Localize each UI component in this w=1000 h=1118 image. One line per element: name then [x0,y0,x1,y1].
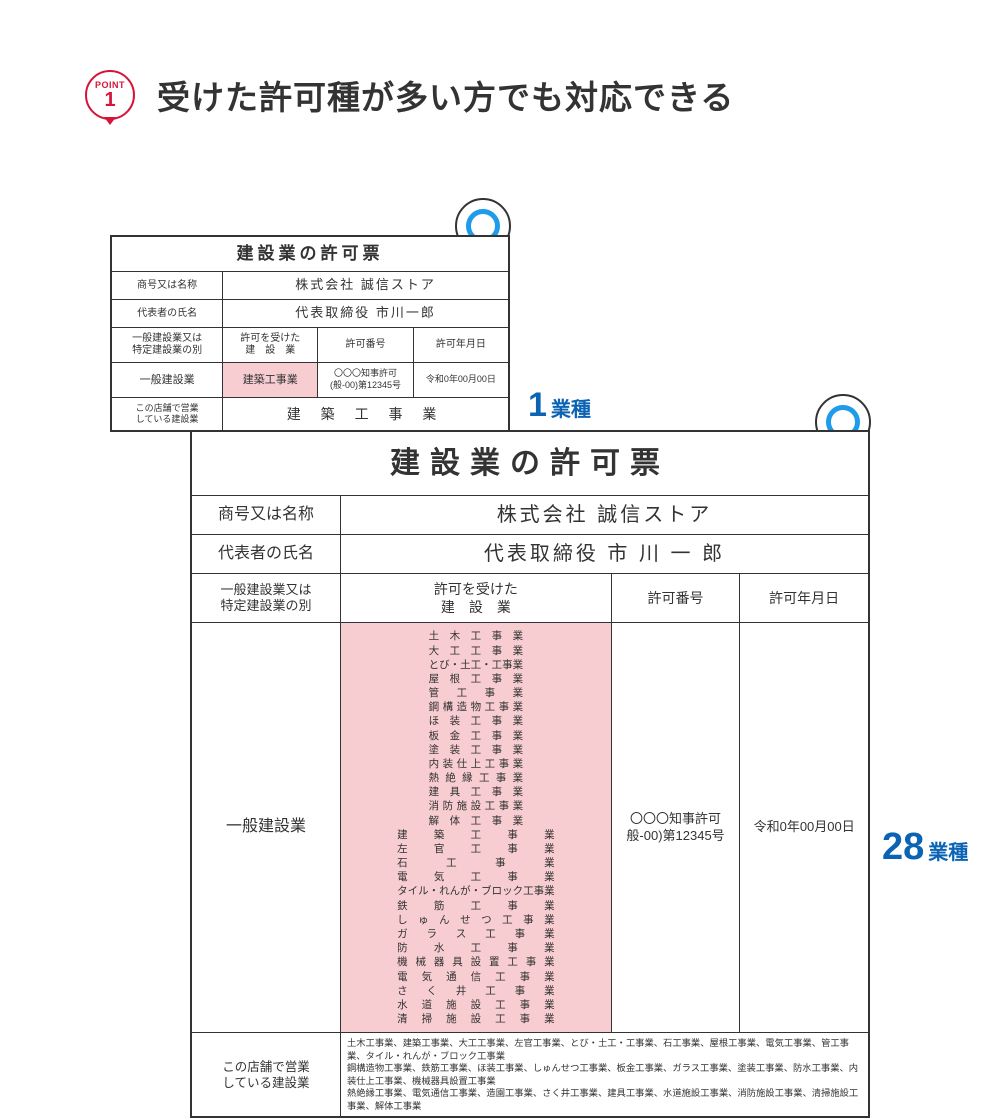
header: POINT 1 受けた許可種が多い方でも対応できる [0,0,1000,150]
caption-28type: 28 業種 [882,826,968,869]
value-class: 一般建設業 [192,623,341,1033]
label-class: 一般建設業又は特定建設業の別 [112,327,223,362]
value-permit-no: 〇〇〇知事許可般-00)第12345号 [611,623,740,1033]
label-name: 商号又は名称 [112,272,223,300]
value-permit-date: 令和0年00月00日 [740,623,869,1033]
headline: 受けた許可種が多い方でも対応できる [157,71,734,119]
caption-num: 1 [528,386,547,425]
card-title: 建設業の許可票 [192,432,869,496]
value-permit-no: 〇〇〇知事許可(般-00)第12345号 [318,362,413,397]
point-number: 1 [104,90,115,110]
value-rep: 代表取締役 市 川 一 郎 [340,535,868,574]
label-store: この店舗で営業している建設業 [112,398,223,431]
label-category: 許可を受けた建 設 業 [223,327,318,362]
permit-card-small: 建設業の許可票 商号又は名称 株式会社 誠信ストア 代表者の氏名 代表取締役 市… [110,235,510,432]
value-store: 建 築 工 事 業 [223,398,509,431]
caption-txt: 業種 [551,393,591,422]
value-company: 株式会社 誠信ストア [223,272,509,300]
label-name: 商号又は名称 [192,496,341,535]
point-badge: POINT 1 [85,70,135,120]
value-permit-date: 令和0年00月00日 [413,362,508,397]
label-rep: 代表者の氏名 [112,299,223,327]
value-class: 一般建設業 [112,362,223,397]
card-title: 建設業の許可票 [112,237,509,272]
permit-table: 建設業の許可票 商号又は名称 株式会社 誠信ストア 代表者の氏名 代表取締役 市… [111,236,509,431]
label-permit-date: 許可年月日 [413,327,508,362]
label-store: この店舗で営業している建設業 [192,1033,341,1117]
permit-table: 建設業の許可票 商号又は名称 株式会社 誠信ストア 代表者の氏名 代表取締役 市… [191,431,869,1117]
label-permit-no: 許可番号 [611,574,740,623]
label-permit-date: 許可年月日 [740,574,869,623]
caption-txt: 業種 [928,836,968,865]
value-company: 株式会社 誠信ストア [340,496,868,535]
caption-1type: 1 業種 [528,386,591,425]
label-permit-no: 許可番号 [318,327,413,362]
value-category: 建築工事業 [223,362,318,397]
label-rep: 代表者の氏名 [192,535,341,574]
value-categories: 土 木 工 事 業大 工 工 事 業とび・土工・工事業屋 根 工 事 業管 工 … [340,623,611,1033]
label-class: 一般建設業又は特定建設業の別 [192,574,341,623]
value-store: 土木工事業、建築工事業、大工工事業、左官工事業、とび・土工・工事業、石工事業、屋… [340,1033,868,1117]
permit-card-large: 建設業の許可票 商号又は名称 株式会社 誠信ストア 代表者の氏名 代表取締役 市… [190,430,870,1118]
caption-num: 28 [882,826,924,869]
label-category: 許可を受けた建 設 業 [340,574,611,623]
value-rep: 代表取締役 市川一郎 [223,299,509,327]
